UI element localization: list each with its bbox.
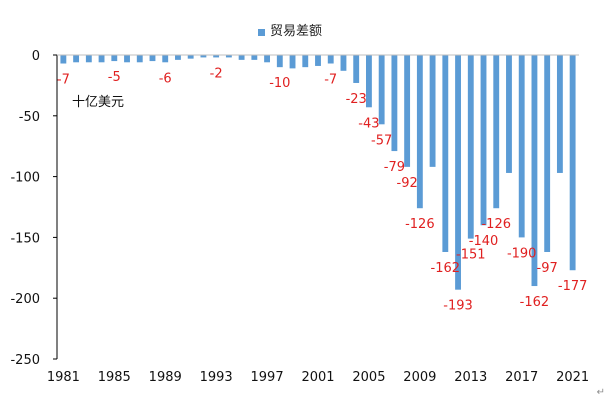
bar bbox=[404, 55, 411, 167]
x-tick-label: 1989 bbox=[149, 370, 182, 385]
data-label: -177 bbox=[558, 279, 588, 294]
bar bbox=[416, 55, 423, 209]
data-label: -6 bbox=[159, 71, 172, 86]
bar bbox=[124, 55, 130, 63]
paragraph-return-mark: ↵ bbox=[596, 387, 605, 398]
data-label: -193 bbox=[443, 299, 473, 314]
bar bbox=[276, 55, 283, 68]
bar bbox=[455, 55, 461, 290]
bar bbox=[518, 55, 525, 238]
unit-label: 十亿美元 bbox=[72, 95, 125, 110]
bar bbox=[556, 55, 563, 173]
bar bbox=[302, 55, 309, 68]
data-label: -126 bbox=[481, 217, 511, 232]
data-label: -162 bbox=[520, 295, 550, 310]
x-tick-label: 1981 bbox=[47, 370, 80, 385]
bar bbox=[340, 55, 347, 71]
bar bbox=[225, 55, 232, 58]
data-label: -126 bbox=[405, 217, 435, 232]
bar bbox=[85, 55, 92, 63]
bar bbox=[467, 55, 474, 239]
x-tick-label: 2017 bbox=[505, 370, 538, 385]
bar bbox=[378, 55, 385, 125]
x-tick-label: 2009 bbox=[403, 370, 436, 385]
data-label: -5 bbox=[108, 70, 121, 85]
data-label: -2 bbox=[210, 66, 223, 81]
bar bbox=[315, 55, 321, 66]
data-label: -140 bbox=[469, 234, 499, 249]
x-tick-label: 2005 bbox=[352, 370, 385, 385]
chart-legend: 贸易差额 bbox=[258, 23, 322, 41]
bar bbox=[162, 55, 169, 63]
x-tick-label: 2001 bbox=[301, 370, 334, 385]
legend-label: 贸易差额 bbox=[270, 24, 323, 39]
x-tick-label: 1985 bbox=[98, 370, 131, 385]
bar bbox=[480, 55, 487, 226]
data-label: -97 bbox=[537, 261, 558, 276]
data-label: -10 bbox=[269, 76, 290, 91]
data-label: -23 bbox=[346, 92, 367, 107]
data-label: -7 bbox=[57, 73, 70, 88]
bar bbox=[136, 55, 143, 63]
bar bbox=[289, 55, 296, 69]
bar bbox=[391, 55, 398, 152]
bar bbox=[111, 55, 118, 62]
y-tick-label: -100 bbox=[10, 171, 40, 186]
data-label: -190 bbox=[507, 246, 537, 261]
y-tick-label: 0 bbox=[32, 49, 40, 64]
bar bbox=[175, 55, 181, 60]
data-label: -7 bbox=[324, 73, 337, 88]
bar bbox=[238, 55, 245, 60]
bar bbox=[442, 55, 449, 252]
bar bbox=[569, 55, 576, 271]
data-label: -162 bbox=[431, 261, 461, 276]
bar bbox=[149, 55, 156, 62]
bar bbox=[365, 55, 372, 108]
y-tick-label: -50 bbox=[19, 110, 40, 125]
data-label: -79 bbox=[384, 160, 405, 175]
y-tick-label: -150 bbox=[10, 231, 40, 246]
data-label: -92 bbox=[397, 176, 418, 191]
bar bbox=[544, 55, 551, 252]
bar bbox=[251, 55, 258, 60]
bar bbox=[98, 55, 105, 63]
data-label: -43 bbox=[358, 116, 379, 131]
x-tick-label: 1993 bbox=[200, 370, 233, 385]
bar bbox=[353, 55, 360, 83]
y-tick-label: -250 bbox=[10, 353, 40, 368]
bar bbox=[493, 55, 500, 209]
bar bbox=[327, 55, 334, 64]
bar bbox=[429, 55, 436, 167]
bar bbox=[187, 55, 194, 59]
legend-swatch bbox=[258, 28, 265, 36]
x-tick-label: 1997 bbox=[251, 370, 284, 385]
bar bbox=[506, 55, 512, 173]
bar bbox=[213, 55, 220, 58]
data-label: -151 bbox=[456, 248, 486, 263]
x-tick-label: 2013 bbox=[454, 370, 487, 385]
bar bbox=[73, 55, 80, 63]
bar bbox=[200, 55, 207, 58]
bar bbox=[60, 55, 67, 64]
x-tick-label: 2021 bbox=[556, 370, 589, 385]
data-label: -57 bbox=[371, 133, 392, 148]
bar bbox=[264, 55, 271, 63]
y-tick-label: -200 bbox=[10, 292, 40, 307]
bar bbox=[531, 55, 538, 287]
